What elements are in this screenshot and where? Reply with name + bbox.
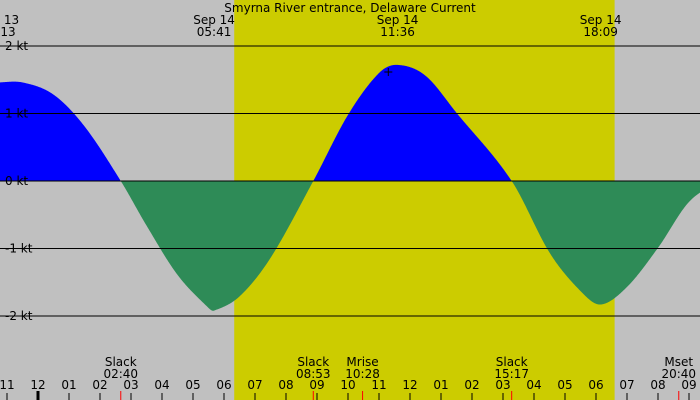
- hour-label-12: 11: [371, 378, 386, 392]
- y-tick-label-3: -1 kt: [5, 242, 33, 256]
- event-name-4: Mset: [664, 355, 693, 369]
- max-marker-layer: [384, 68, 393, 76]
- hour-label-6: 05: [185, 378, 200, 392]
- event-name-1: Slack: [297, 355, 329, 369]
- y-axis-labels: 2 kt 1 kt 0 kt -1 kt -2 kt: [5, 39, 33, 323]
- flood-area-0: [0, 81, 121, 181]
- ebb-area-1: [120, 181, 313, 311]
- hour-label-9: 08: [278, 378, 293, 392]
- top-event-date-3: Sep 14: [580, 13, 622, 27]
- event-time-2: 10:28: [345, 367, 380, 381]
- top-event-date-0: Sep 13: [0, 13, 19, 27]
- y-tick-label-1: 1 kt: [5, 107, 28, 121]
- hour-label-22: 09: [681, 378, 696, 392]
- event-name-3: Slack: [496, 355, 528, 369]
- event-time-1: 08:53: [296, 367, 331, 381]
- top-event-date-1: Sep 14: [193, 13, 235, 27]
- hour-axis: 11 12 01 02 03 04 05 06 07 08 09 10 11 12 01 02 03 04 05 06…: [0, 378, 697, 400]
- event-time-4: 20:40: [661, 367, 696, 381]
- y-tick-label-0: 2 kt: [5, 39, 28, 53]
- hour-label-18: 05: [557, 378, 572, 392]
- grid-layer: [0, 45, 700, 317]
- bottom-event-labels: Slack02:40Slack08:53Mrise10:28Slack15:17…: [103, 355, 696, 400]
- hour-label-20: 07: [619, 378, 634, 392]
- top-event-time-1: 05:41: [197, 25, 232, 39]
- hour-label-14: 01: [433, 378, 448, 392]
- max-current-marker: [384, 68, 393, 76]
- hour-label-0: 11: [0, 378, 15, 392]
- hour-label-15: 02: [464, 378, 479, 392]
- hour-label-7: 06: [216, 378, 231, 392]
- hour-label-13: 12: [402, 378, 417, 392]
- event-time-0: 02:40: [103, 367, 138, 381]
- event-name-0: Slack: [105, 355, 137, 369]
- hour-label-11: 10: [340, 378, 355, 392]
- event-time-3: 15:17: [494, 367, 529, 381]
- hour-label-21: 08: [650, 378, 665, 392]
- hour-label-16: 03: [495, 378, 510, 392]
- flood-area-2: [313, 64, 512, 181]
- hour-label-19: 06: [588, 378, 603, 392]
- top-event-time-3: 18:09: [583, 25, 618, 39]
- ebb-area-3: [511, 181, 700, 305]
- hour-label-8: 07: [247, 378, 262, 392]
- hour-label-10: 09: [309, 378, 324, 392]
- top-event-time-2: 11:36: [380, 25, 415, 39]
- hour-label-3: 02: [92, 378, 107, 392]
- hour-label-4: 03: [123, 378, 138, 392]
- current-area-layer: [0, 64, 700, 311]
- hour-label-2: 01: [61, 378, 76, 392]
- top-event-time-0: 23:13: [0, 25, 16, 39]
- event-name-2: Mrise: [346, 355, 378, 369]
- hour-label-5: 04: [154, 378, 169, 392]
- top-event-date-2: Sep 14: [377, 13, 419, 27]
- y-tick-label-2: 0 kt: [5, 174, 28, 188]
- hour-label-1: 12: [30, 378, 45, 392]
- y-tick-label-4: -2 kt: [5, 309, 33, 323]
- chart-title: Smyrna River entrance, Delaware Current: [224, 1, 476, 15]
- hour-label-17: 04: [526, 378, 541, 392]
